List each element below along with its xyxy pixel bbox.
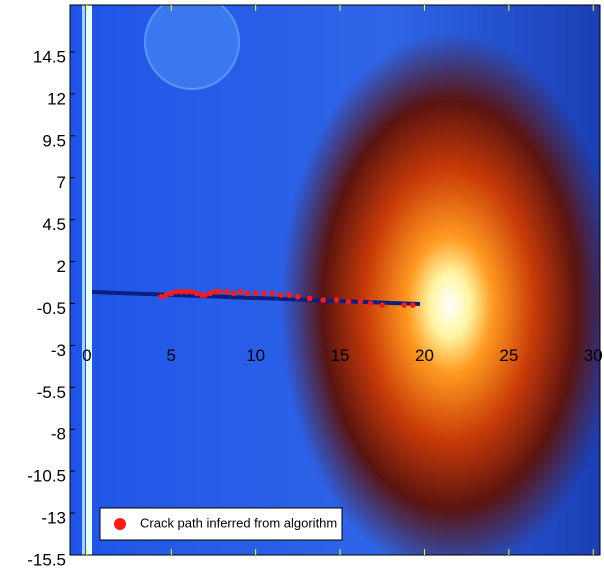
crack-point (163, 292, 170, 298)
x-tick-label: 30 (584, 346, 603, 365)
x-tick-label: 5 (167, 346, 176, 365)
x-tick-label: 20 (415, 346, 434, 365)
crack-point (320, 297, 326, 303)
crack-point (188, 288, 195, 295)
y-tick-label: -15.5 (27, 550, 66, 569)
y-tick-label: 4.5 (42, 215, 66, 234)
crack-point (158, 293, 164, 300)
y-tick-label: -5.5 (37, 383, 66, 402)
crack-point (333, 297, 340, 303)
crack-point (357, 298, 364, 305)
y-tick-label: 7 (57, 173, 66, 192)
crack-point (367, 300, 374, 307)
y-tick-label: 9.5 (42, 131, 66, 150)
x-tick-label: 25 (499, 346, 518, 365)
crack-point (230, 290, 237, 297)
crack-point (286, 292, 293, 298)
crack-point (252, 290, 259, 297)
y-tick-label: -8 (51, 425, 66, 444)
y-tick-label: -3 (51, 341, 66, 360)
crack-point (409, 302, 416, 308)
x-tick-label: 10 (246, 346, 265, 365)
crack-point (212, 288, 218, 295)
legend-marker (114, 518, 126, 530)
legend-box (99, 507, 343, 541)
crack-point (278, 292, 284, 298)
x-tick-label: 15 (331, 346, 350, 365)
crack-point (168, 290, 175, 297)
crack-point (379, 302, 386, 308)
crack-point (401, 302, 408, 308)
legend: Crack path inferred from algorithm (99, 507, 343, 541)
crack-point (269, 290, 276, 297)
crack-point (183, 288, 190, 295)
crack-point (295, 293, 301, 300)
crack-point (237, 288, 244, 295)
y-tick-label: 14.5 (33, 47, 66, 66)
crack-point (207, 290, 213, 297)
crack-point (173, 288, 180, 295)
heatmap-image (70, 5, 600, 555)
crack-point (224, 288, 230, 295)
crack-point (178, 288, 185, 295)
plot-frame (69, 4, 601, 556)
y-tick-label: -13 (41, 509, 66, 528)
crack-point (306, 295, 313, 302)
y-tick-label: 2 (57, 257, 66, 276)
crack-point (244, 290, 251, 297)
crack-point (193, 290, 200, 297)
x-tick-label: 0 (82, 346, 91, 365)
y-tick-label: 12 (47, 89, 66, 108)
crack-point (202, 292, 208, 298)
legend-label: Crack path inferred from algorithm (140, 515, 337, 530)
crack-point (261, 290, 267, 297)
crack-point (345, 298, 352, 305)
crack-point (217, 288, 224, 295)
y-tick-label: -10.5 (27, 467, 66, 486)
y-tick-label: -0.5 (37, 299, 66, 318)
